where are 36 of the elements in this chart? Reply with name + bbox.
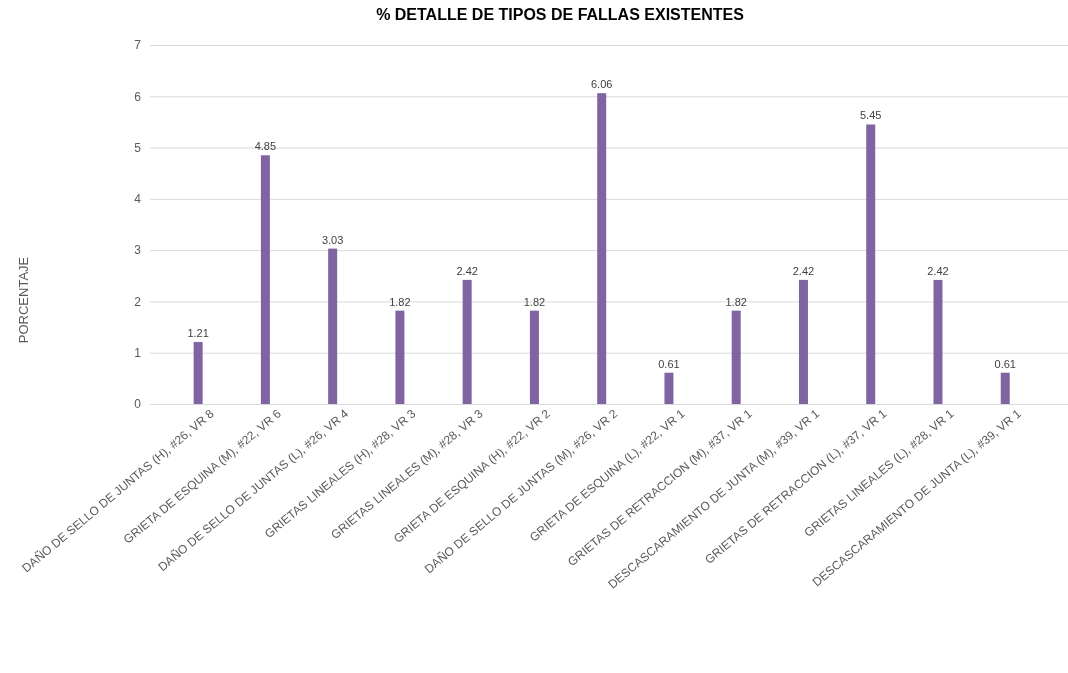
bar: [866, 124, 876, 404]
bar: [731, 310, 741, 404]
data-label: 6.06: [590, 78, 613, 91]
chart-title: % DETALLE DE TIPOS DE FALLAS EXISTENTES: [376, 6, 745, 23]
bar: [328, 248, 338, 404]
y-tick-label: 3: [134, 243, 142, 258]
data-label: 2.42: [927, 264, 949, 277]
data-label: 1.82: [523, 295, 546, 308]
data-label: 4.85: [254, 140, 277, 153]
data-label: 3.03: [321, 233, 344, 246]
data-label: 1.82: [725, 295, 747, 308]
bar: [395, 310, 405, 404]
bar: [529, 310, 539, 404]
data-label: 0.61: [658, 357, 680, 370]
data-label: 0.61: [994, 357, 1016, 370]
bar: [597, 93, 607, 404]
bar: [462, 279, 472, 404]
y-tick-label: 1: [134, 346, 142, 361]
y-tick-label: 0: [134, 397, 142, 412]
data-label: 1.21: [187, 326, 209, 339]
y-tick-label: 2: [134, 294, 142, 309]
data-label: 2.42: [792, 264, 815, 277]
bar: [798, 279, 808, 404]
y-tick-label: 7: [134, 38, 142, 53]
y-tick-label: 5: [134, 140, 142, 155]
y-axis-title: PORCENTAJE: [16, 256, 31, 344]
bar: [260, 155, 270, 404]
bar: [664, 372, 674, 404]
data-label: 5.45: [860, 109, 882, 122]
data-label: 2.42: [456, 264, 478, 277]
y-tick-label: 4: [134, 192, 142, 207]
data-label: 1.82: [389, 295, 411, 308]
bar: [193, 341, 203, 404]
y-tick-label: 6: [134, 89, 142, 104]
bar: [933, 279, 943, 404]
bar: [1000, 372, 1010, 404]
